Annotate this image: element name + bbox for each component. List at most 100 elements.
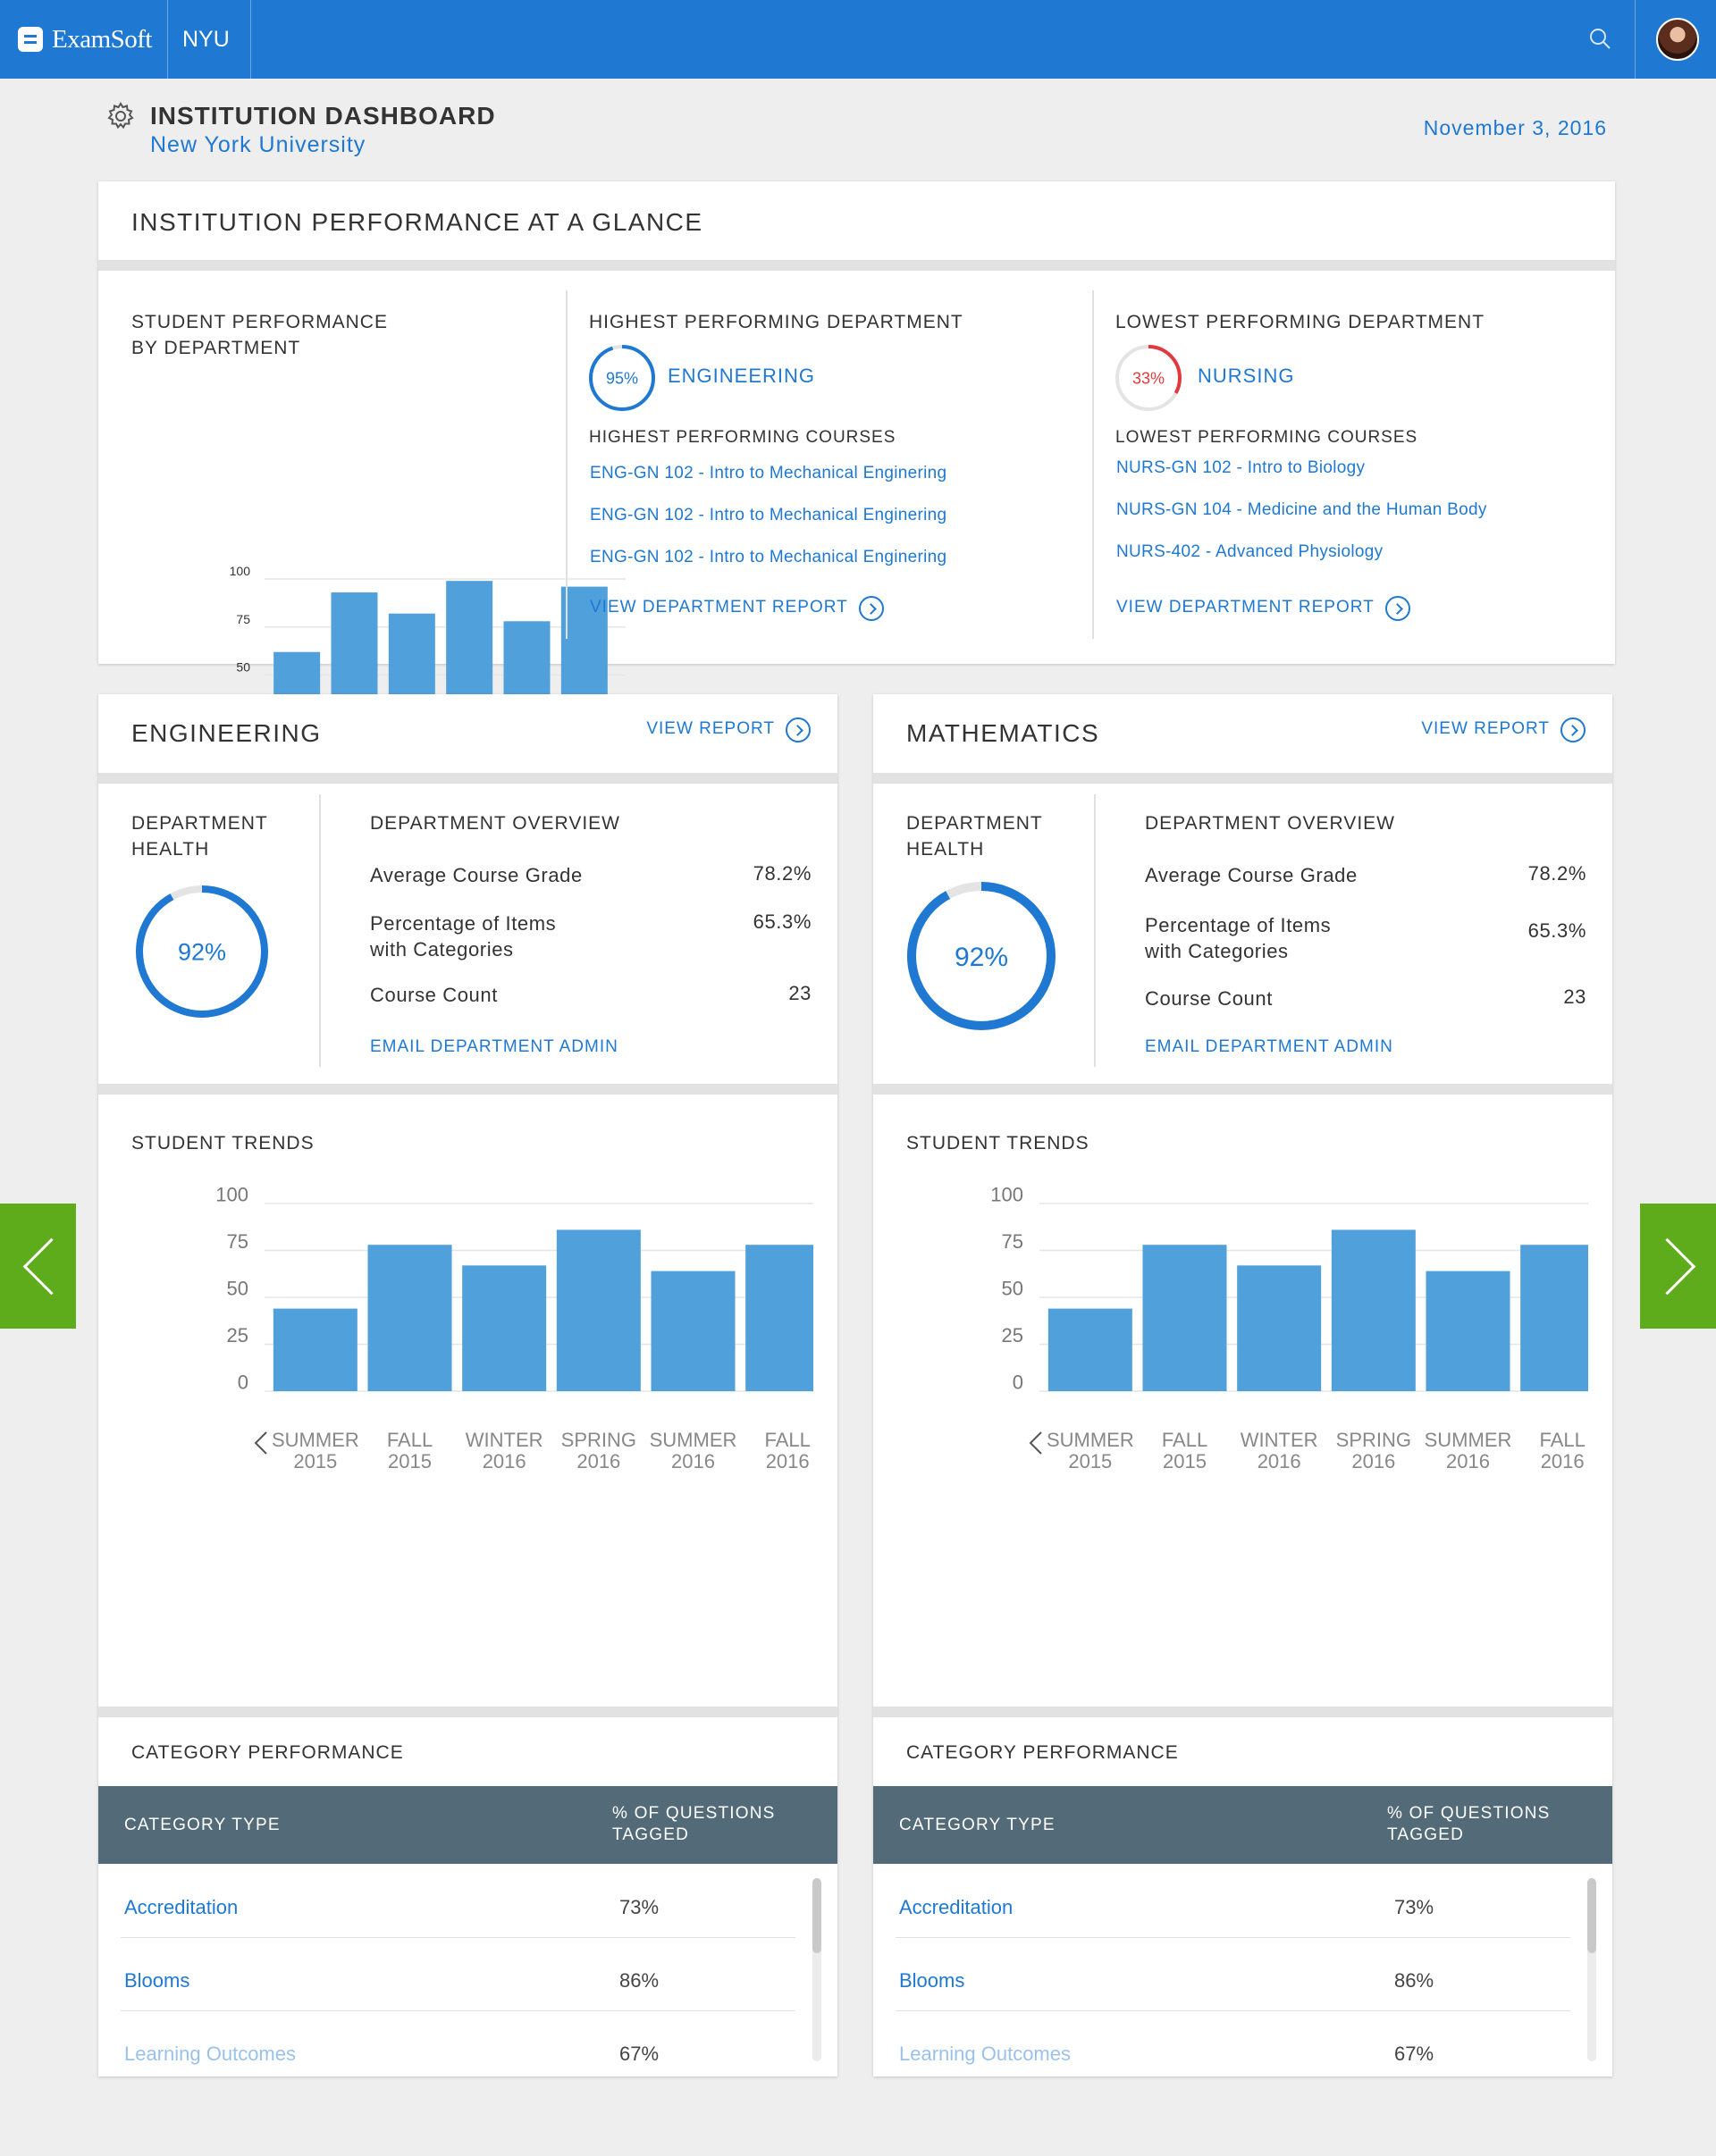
lowest-course-link[interactable]: NURS-GN 104 - Medicine and the Human Bod… xyxy=(1116,500,1487,519)
x-category-label: 2016 xyxy=(1541,1450,1585,1472)
health-ring-text: 92% xyxy=(955,943,1008,972)
view-report-link[interactable]: VIEW REPORT xyxy=(1421,717,1586,742)
glance-card-header: INSTITUTION PERFORMANCE AT A GLANCE xyxy=(98,181,1615,271)
category-table-header: CATEGORY TYPE % OF QUESTIONS TAGGED xyxy=(873,1786,1612,1864)
lowest-dept-label: LOWEST PERFORMING DEPARTMENT xyxy=(1115,312,1485,332)
category-name-link[interactable]: Accreditation xyxy=(899,1896,1014,1918)
arrow-right-circle-icon xyxy=(1560,717,1586,742)
table-scrollbar[interactable] xyxy=(812,1878,821,2061)
highest-dept-name-link[interactable]: ENGINEERING xyxy=(668,365,816,387)
page-title: INSTITUTION DASHBOARD xyxy=(150,102,496,130)
overview-row-value: 23 xyxy=(1563,986,1586,1008)
category-type-column-header[interactable]: CATEGORY TYPE xyxy=(124,1816,281,1834)
divider xyxy=(1092,290,1094,639)
x-category-label: 2016 xyxy=(766,1450,810,1472)
table-scrollbar-thumb[interactable] xyxy=(812,1878,821,1953)
x-category-label: 2016 xyxy=(576,1450,620,1472)
bar[interactable] xyxy=(1331,1229,1416,1391)
institution-short-name: NYU xyxy=(182,27,230,52)
y-tick-label: 50 xyxy=(1002,1278,1023,1300)
lowest-course-link[interactable]: NURS-GN 102 - Intro to Biology xyxy=(1116,458,1366,477)
arrow-right-circle-icon xyxy=(786,717,811,742)
lowest-ring-fill xyxy=(1115,345,1182,411)
bar[interactable] xyxy=(273,1308,358,1391)
arrow-right-circle-icon xyxy=(858,596,884,621)
highest-course-link[interactable]: ENG-GN 102 - Intro to Mechanical Enginer… xyxy=(590,506,947,524)
bar[interactable] xyxy=(1142,1245,1227,1391)
divider xyxy=(250,0,251,79)
highest-view-dept-report-link[interactable]: VIEW DEPARTMENT REPORT xyxy=(590,596,884,621)
lowest-view-dept-report-link[interactable]: VIEW DEPARTMENT REPORT xyxy=(1116,596,1410,621)
row-divider xyxy=(121,1937,795,1938)
category-name-link[interactable]: Learning Outcomes xyxy=(124,2043,296,2065)
lowest-courses-label: LOWEST PERFORMING COURSES xyxy=(1115,428,1418,447)
category-percent: 86% xyxy=(1394,1969,1434,1992)
y-tick-label: 0 xyxy=(238,1372,248,1394)
divider xyxy=(566,290,568,639)
table-scrollbar-thumb[interactable] xyxy=(1587,1878,1596,1953)
category-name-link[interactable]: Blooms xyxy=(899,1969,965,1992)
category-name-link[interactable]: Learning Outcomes xyxy=(899,2043,1071,2065)
highest-course-link[interactable]: ENG-GN 102 - Intro to Mechanical Enginer… xyxy=(590,548,947,566)
overview-row-value: 78.2% xyxy=(1527,862,1586,885)
gear-icon[interactable] xyxy=(105,101,136,131)
lowest-dept-name-link[interactable]: NURSING xyxy=(1198,365,1295,387)
department-card-engineering: ENGINEERING VIEW REPORT DEPARTMENT HEALT… xyxy=(98,694,837,2076)
email-department-admin-link[interactable]: EMAIL DEPARTMENT ADMIN xyxy=(1145,1037,1393,1056)
bar[interactable] xyxy=(1047,1308,1132,1391)
divider xyxy=(1094,794,1096,1067)
x-category-label: 2016 xyxy=(1258,1450,1301,1472)
x-category-label: FALL xyxy=(387,1429,433,1451)
examsoft-logo-icon xyxy=(18,27,43,52)
previous-page-button[interactable] xyxy=(0,1204,76,1329)
category-performance-label: CATEGORY PERFORMANCE xyxy=(131,1742,404,1763)
row-divider xyxy=(896,1937,1570,1938)
x-category-label: WINTER xyxy=(1241,1429,1318,1451)
view-report-link[interactable]: VIEW REPORT xyxy=(646,717,811,742)
chart-previous-chevron-icon[interactable] xyxy=(254,1431,267,1455)
percent-tagged-column-header[interactable]: % OF QUESTIONS TAGGED xyxy=(612,1804,776,1844)
x-category-label: 2016 xyxy=(671,1450,715,1472)
category-type-column-header[interactable]: CATEGORY TYPE xyxy=(899,1816,1056,1834)
highest-ring-fill xyxy=(589,345,655,411)
department-card-header: MATHEMATICS VIEW REPORT xyxy=(873,694,1612,784)
bar[interactable] xyxy=(556,1229,641,1391)
y-tick-label: 50 xyxy=(236,660,250,675)
user-avatar[interactable] xyxy=(1656,18,1699,61)
student-trends-label: STUDENT TRENDS xyxy=(906,1133,1089,1154)
category-name-link[interactable]: Blooms xyxy=(124,1969,190,1992)
overview-row-value: 65.3% xyxy=(1527,919,1586,942)
chart-previous-chevron-icon[interactable] xyxy=(1029,1431,1042,1455)
x-category-label: SUMMER xyxy=(1425,1429,1512,1451)
category-percent: 73% xyxy=(1394,1896,1434,1918)
bar[interactable] xyxy=(1520,1245,1588,1391)
lowest-course-link[interactable]: NURS-402 - Advanced Physiology xyxy=(1116,542,1384,561)
highest-course-link[interactable]: ENG-GN 102 - Intro to Mechanical Enginer… xyxy=(590,464,947,482)
bar[interactable] xyxy=(651,1271,736,1391)
overview-row-label: Average Course Grade xyxy=(370,864,583,886)
bar[interactable] xyxy=(1237,1265,1322,1391)
y-tick-label: 25 xyxy=(227,1324,248,1346)
department-title: ENGINEERING xyxy=(131,719,322,747)
category-percent: 67% xyxy=(619,2043,660,2065)
email-department-admin-link[interactable]: EMAIL DEPARTMENT ADMIN xyxy=(370,1037,618,1056)
bar[interactable] xyxy=(367,1245,452,1391)
y-tick-label: 25 xyxy=(1002,1324,1023,1346)
category-name-link[interactable]: Accreditation xyxy=(124,1896,239,1918)
table-scrollbar[interactable] xyxy=(1587,1878,1596,2061)
bar[interactable] xyxy=(745,1245,813,1391)
divider xyxy=(167,0,168,79)
overview-row-value: 65.3% xyxy=(753,910,812,933)
x-category-label: 2016 xyxy=(483,1450,526,1472)
health-ring-fill xyxy=(907,882,1056,1030)
percent-tagged-column-header[interactable]: % OF QUESTIONS TAGGED xyxy=(1387,1804,1551,1844)
bar[interactable] xyxy=(462,1265,547,1391)
x-category-label: 2015 xyxy=(293,1450,337,1472)
next-page-button[interactable] xyxy=(1640,1204,1716,1329)
bar[interactable] xyxy=(1426,1271,1510,1391)
page-date: November 3, 2016 xyxy=(1423,116,1607,139)
search-icon[interactable] xyxy=(1588,27,1611,50)
brand-logo-link[interactable]: ExamSoft xyxy=(18,0,153,79)
lowest-ring-text: 33% xyxy=(1132,369,1165,387)
overview-row-label: Percentage of Items with Categories xyxy=(1145,914,1332,962)
